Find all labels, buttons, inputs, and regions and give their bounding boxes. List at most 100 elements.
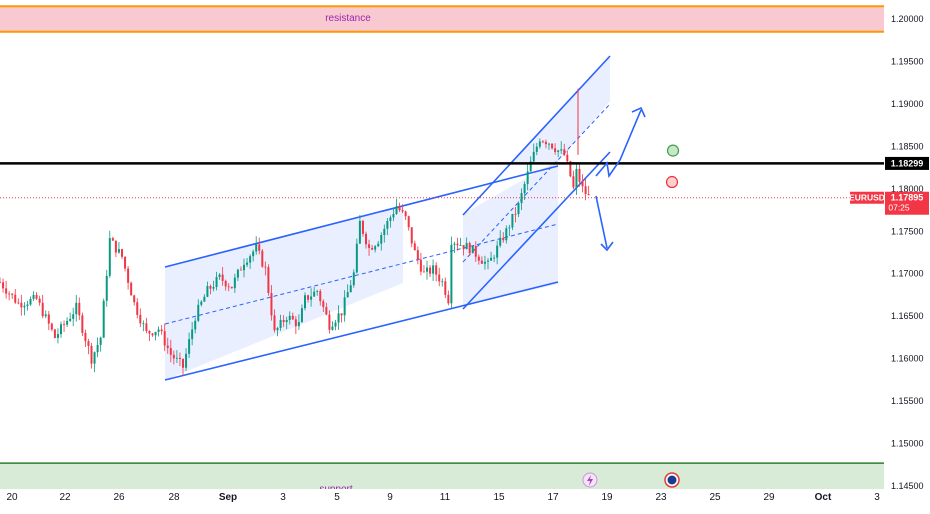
candle-body (404, 211, 407, 217)
candle-body (575, 168, 578, 188)
candle-body (304, 295, 306, 309)
time-tick-label: Sep (219, 492, 237, 503)
candle-body (166, 345, 169, 349)
candle-body (429, 267, 432, 274)
candle-body (450, 244, 453, 304)
candle-body (413, 243, 416, 251)
candle-body (230, 286, 233, 289)
candle-body (572, 176, 575, 188)
event-lightning-icon[interactable] (582, 472, 598, 488)
projection-up-arrow[interactable] (595, 109, 642, 179)
candle-body (108, 238, 111, 276)
candle-body (194, 320, 197, 330)
candle-body (352, 272, 355, 286)
candle-body (398, 206, 401, 211)
candle-body (322, 301, 325, 307)
candle-body (337, 313, 340, 323)
resistance-label: resistance (325, 13, 371, 24)
channel-1-lower-line[interactable] (164, 281, 559, 381)
candle-body (328, 314, 331, 330)
candle-body (270, 292, 273, 316)
candle-body (227, 286, 230, 288)
candle-body (105, 275, 108, 301)
price-tick-label: 1.18500 (891, 141, 924, 151)
time-tick-label: 28 (168, 492, 180, 503)
time-axis-panel[interactable] (0, 489, 884, 509)
candle-body (371, 247, 374, 250)
candle-body (11, 293, 14, 295)
candle-body (331, 326, 334, 330)
candle-body (185, 353, 188, 368)
candle-body (75, 302, 78, 315)
projection-down-arrow[interactable] (595, 195, 608, 249)
candle-body (401, 210, 404, 212)
candle-body (26, 304, 29, 306)
candle-body (505, 228, 508, 241)
candle-body (471, 246, 474, 254)
price-tick-label: 1.14500 (891, 481, 924, 491)
candle-body (233, 277, 236, 289)
candle-body (282, 319, 285, 323)
candle-body (130, 282, 133, 296)
candle-body (459, 245, 462, 246)
candle-body (444, 281, 447, 295)
time-tick-label: 3 (280, 492, 286, 503)
time-tick-label: 23 (655, 492, 667, 503)
candle-body (78, 302, 81, 316)
time-tick-label: 15 (493, 492, 505, 503)
price-tick-label: 1.16000 (891, 354, 924, 364)
candle-body (63, 324, 66, 326)
candle-body (499, 237, 502, 246)
price-axis-panel[interactable] (884, 0, 930, 509)
time-tick-label: 17 (547, 492, 559, 503)
candle-body (197, 304, 200, 321)
candle-body (355, 243, 358, 273)
candle-body (447, 294, 450, 304)
candle-body (422, 271, 425, 273)
candle-body (50, 323, 53, 330)
candle-body (243, 264, 245, 271)
time-tick-label: 9 (387, 492, 393, 503)
candle-body (310, 296, 313, 300)
candle-body (560, 149, 563, 151)
candle-body (206, 286, 209, 297)
channel-2-upper-line[interactable] (462, 55, 611, 216)
candle-body (178, 357, 181, 359)
candle-body (182, 358, 184, 368)
candle-body (96, 344, 99, 353)
price-tick-label: 1.19000 (891, 99, 924, 109)
candle-body (160, 329, 163, 332)
candle-body (340, 313, 343, 316)
candle-body (288, 315, 291, 321)
red-signal-circle[interactable] (665, 175, 679, 189)
candle-body (157, 329, 160, 332)
support-zone (0, 463, 884, 489)
green-signal-circle[interactable] (666, 144, 680, 157)
candle-body (136, 302, 139, 315)
candle-body (14, 294, 17, 303)
channel-2-lower-line[interactable] (462, 151, 611, 310)
candle-body (117, 249, 120, 253)
channel-1-mid-line (164, 223, 559, 325)
candle-body (264, 266, 267, 268)
projection-arrows[interactable] (595, 106, 646, 252)
candle-body (419, 259, 422, 272)
candle-body (32, 294, 35, 299)
candle-body (151, 333, 154, 336)
candle-body (465, 243, 468, 250)
price-tick-label: 1.19500 (891, 56, 924, 66)
time-tick-label: 25 (709, 492, 721, 503)
candle-body (29, 298, 32, 305)
candle-body (23, 305, 26, 308)
time-tick-label: 22 (59, 492, 71, 503)
candle-body (20, 302, 23, 308)
candle-body (203, 296, 206, 302)
candle-body (551, 143, 554, 149)
candle-body (584, 186, 587, 195)
price-tick-label: 1.17000 (891, 269, 924, 279)
event-flag-icon[interactable] (664, 472, 680, 488)
candle-body (474, 246, 477, 257)
time-tick-label: 11 (440, 492, 451, 503)
